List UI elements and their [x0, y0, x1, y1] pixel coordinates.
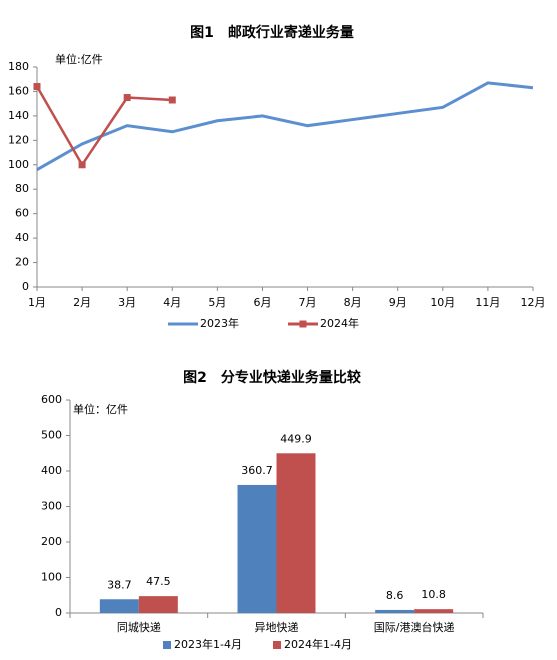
- x-tick-label: 10月: [430, 296, 455, 309]
- y-tick-label: 180: [8, 60, 29, 73]
- point-marker: [168, 96, 176, 104]
- value-label: 47.5: [146, 575, 171, 588]
- value-label: 10.8: [421, 588, 446, 601]
- y-tick-label: 40: [15, 231, 29, 244]
- line-series: [36, 81, 534, 171]
- x-tick-label: 7月: [299, 296, 317, 309]
- x-tick-label: 4月: [163, 296, 181, 309]
- bar: [99, 599, 139, 613]
- y-tick-label: 500: [41, 429, 62, 442]
- x-tick-label: 5月: [208, 296, 226, 309]
- x-tick-label: 国际/港澳台快递: [374, 620, 455, 634]
- y-tick-label: 400: [41, 464, 62, 477]
- bar: [375, 609, 415, 613]
- x-tick-label: 9月: [389, 296, 407, 309]
- x-tick-label: 6月: [253, 296, 271, 309]
- y-tick-label: 0: [55, 606, 62, 619]
- y-tick-label: 60: [15, 207, 29, 220]
- y-tick-label: 300: [41, 500, 62, 513]
- x-tick-label: 同城快递: [117, 620, 161, 634]
- legend-marker: [299, 320, 307, 328]
- bar: [237, 484, 277, 613]
- legend-label: 2024年1-4月: [284, 637, 352, 651]
- legend-label: 2024年: [320, 316, 359, 330]
- bar: [138, 596, 178, 613]
- legend-label: 2023年: [200, 316, 239, 330]
- chart-title: 图1 邮政行业寄递业务量: [190, 24, 354, 41]
- x-tick-label: 11月: [475, 296, 500, 309]
- x-tick-label: 8月: [344, 296, 362, 309]
- y-tick-label: 140: [8, 109, 29, 122]
- y-tick-label: 100: [8, 158, 29, 171]
- y-tick-label: 120: [8, 133, 29, 146]
- value-label: 360.7: [241, 464, 273, 477]
- value-label: 449.9: [280, 432, 312, 445]
- x-tick-label: 2月: [73, 296, 91, 309]
- value-label: 38.7: [107, 578, 132, 591]
- legend-label: 2023年1-4月: [174, 637, 242, 651]
- y-tick-label: 200: [41, 535, 62, 548]
- chart-title: 图2 分专业快递业务量比较: [183, 369, 361, 386]
- point-marker: [123, 94, 131, 102]
- legend-swatch: [273, 641, 281, 649]
- line-series: [35, 85, 173, 168]
- unit-label: 单位:亿件: [55, 52, 103, 66]
- value-label: 8.6: [386, 589, 404, 602]
- y-tick-label: 0: [22, 280, 29, 293]
- legend-swatch: [163, 641, 171, 649]
- point-marker: [33, 83, 41, 91]
- point-marker: [78, 161, 86, 169]
- x-tick-label: 12月: [521, 296, 546, 309]
- x-tick-label: 1月: [28, 296, 46, 309]
- y-tick-label: 100: [41, 571, 62, 584]
- y-tick-label: 20: [15, 256, 29, 269]
- bar: [276, 453, 316, 613]
- y-tick-label: 160: [8, 84, 29, 97]
- x-tick-label: 3月: [118, 296, 136, 309]
- unit-label: 单位：亿件: [73, 402, 128, 416]
- bar: [414, 609, 454, 613]
- x-tick-label: 异地快递: [255, 620, 299, 634]
- y-tick-label: 600: [41, 393, 62, 406]
- y-tick-label: 80: [15, 182, 29, 195]
